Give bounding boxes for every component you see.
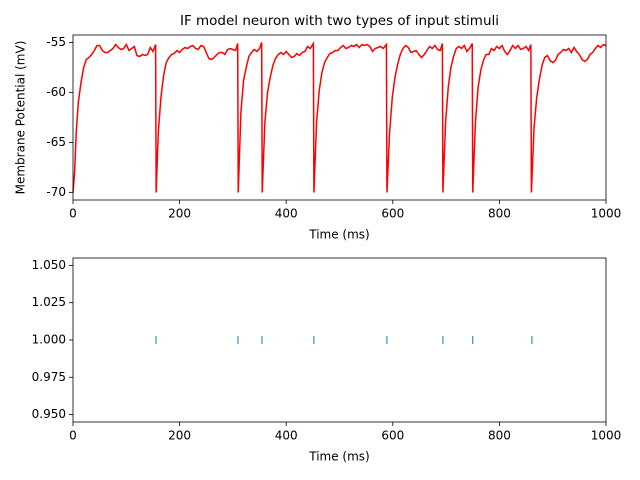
x-tick-label: 0: [69, 429, 77, 443]
x-axis-label: Time (ms): [308, 228, 370, 242]
x-tick-label: 800: [488, 429, 511, 443]
x-tick-label: 400: [275, 429, 298, 443]
y-tick-label: -65: [46, 135, 66, 149]
axes-frame: [72, 257, 607, 423]
x-axis-label: Time (ms): [308, 450, 370, 464]
y-tick-label: 1.050: [32, 258, 66, 272]
y-tick-label: 1.000: [32, 333, 66, 347]
x-tick-label: 1000: [591, 207, 622, 221]
x-tick-label: 200: [168, 429, 191, 443]
x-tick-label: 0: [69, 207, 77, 221]
y-tick-label: -55: [46, 35, 66, 49]
line: [72, 40, 607, 193]
x-tick-label: 200: [168, 207, 191, 221]
x-tick-label: 600: [381, 207, 404, 221]
y-tick-label: 0.975: [32, 370, 66, 384]
y-tick-label: -70: [46, 185, 66, 199]
chart-title: IF model neuron with two types of input …: [180, 13, 499, 29]
y-tick-label: -60: [46, 85, 66, 99]
y-axis-label: Membrane Potential (mV): [14, 41, 28, 195]
x-tick-label: 800: [488, 207, 511, 221]
x-tick-label: 600: [381, 429, 404, 443]
y-tick-label: 1.025: [32, 295, 66, 309]
x-tick-label: 1000: [591, 429, 622, 443]
x-tick-label: 400: [275, 207, 298, 221]
y-tick-label: 0.950: [32, 407, 66, 421]
axes-frame: [72, 34, 607, 201]
